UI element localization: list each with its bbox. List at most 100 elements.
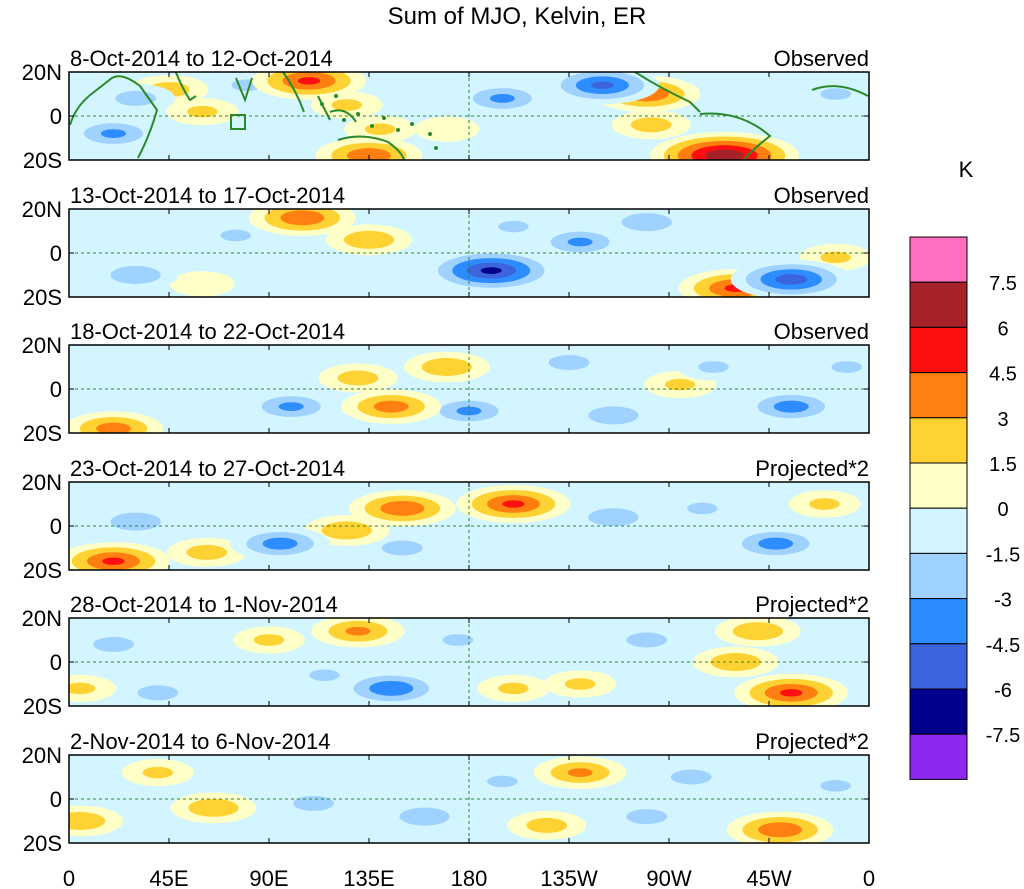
- colorbar-label: -3: [994, 590, 1012, 612]
- island: [320, 102, 324, 106]
- anomaly-blob: [544, 670, 617, 698]
- colorbar-swatch: [909, 462, 968, 509]
- anomaly-contour: [96, 422, 131, 433]
- colorbar-units-label: K: [959, 157, 974, 182]
- anomaly-blob: [244, 390, 338, 423]
- anomaly-contour: [169, 271, 235, 297]
- x-tick-label: 135W: [540, 866, 598, 889]
- anomaly-blob: [533, 225, 627, 259]
- anomaly-contour: [253, 634, 285, 646]
- anomaly-blob: [69, 674, 117, 702]
- colorbar-swatch: [909, 598, 968, 645]
- y-tick-label: 0: [50, 650, 62, 675]
- anomaly-contour: [364, 123, 396, 135]
- anomaly-contour: [820, 780, 851, 792]
- anomaly-field: [69, 348, 869, 433]
- anomaly-contour: [809, 498, 840, 510]
- panel-date-range: 13-Oct-2014 to 17-Oct-2014: [70, 183, 345, 208]
- anomaly-blob: [570, 501, 657, 533]
- anomaly-contour: [142, 766, 174, 779]
- colorbar-swatch: [909, 688, 968, 735]
- anomaly-blob: [69, 542, 171, 570]
- anomaly-contour: [487, 775, 518, 788]
- anomaly-blob: [337, 670, 445, 706]
- colorbar-label: 1.5: [989, 454, 1017, 476]
- anomaly-contour: [502, 500, 525, 508]
- anomaly-contour: [820, 88, 851, 100]
- coastline: [69, 75, 159, 159]
- anomaly-blob: [570, 400, 657, 431]
- coastline: [235, 77, 253, 103]
- x-tick-label: 90E: [249, 866, 288, 889]
- anomaly-blob: [741, 389, 842, 424]
- x-tick-label: 45W: [746, 866, 791, 889]
- panel-status: Projected*2: [755, 592, 869, 617]
- anomaly-blob: [788, 490, 861, 518]
- island: [434, 146, 438, 150]
- coastline: [634, 72, 701, 113]
- coastline: [282, 72, 357, 123]
- island: [370, 124, 374, 128]
- panel-status: Observed: [774, 46, 869, 71]
- coastline: [174, 72, 197, 102]
- anomaly-contour: [705, 149, 744, 160]
- panel-date-range: 28-Oct-2014 to 1-Nov-2014: [70, 592, 338, 617]
- anomaly-contour: [775, 274, 808, 285]
- anomaly-blob: [650, 132, 800, 160]
- anomaly-contour: [345, 626, 371, 636]
- anomaly-blob: [666, 494, 739, 522]
- anomaly-blob: [725, 526, 826, 561]
- anomaly-blob: [233, 626, 305, 654]
- anomaly-blob: [477, 674, 550, 703]
- anomaly-contour: [564, 678, 596, 690]
- y-tick-label: 20S: [23, 831, 62, 856]
- anomaly-contour: [346, 148, 392, 160]
- anomaly-blob: [466, 767, 539, 796]
- anomaly-contour: [621, 213, 672, 232]
- colorbar: 7.5 6 4.5 3 1.5 0 -1.5 -3 -4.5 -6 -7.5: [909, 236, 1020, 780]
- anomaly-blob: [607, 802, 687, 832]
- anomaly-blob: [69, 805, 124, 837]
- panel-status: Projected*2: [755, 729, 869, 754]
- anomaly-contour: [480, 267, 502, 274]
- anomaly-contour: [309, 669, 340, 681]
- anomaly-contour: [188, 798, 239, 817]
- y-tick-label: 20N: [22, 606, 62, 631]
- colorbar-swatch: [909, 236, 968, 283]
- colorbar-swatch: [909, 281, 968, 328]
- panel-date-range: 2-Nov-2014 to 6-Nov-2014: [70, 729, 330, 754]
- anomaly-contour: [591, 81, 614, 89]
- anomaly-contour: [110, 266, 161, 284]
- anomaly-contour: [93, 636, 134, 652]
- colorbar-label: -7.5: [986, 725, 1020, 747]
- anomaly-contour: [186, 544, 228, 560]
- anomaly-contour: [69, 682, 96, 695]
- anomaly-blob: [477, 213, 550, 241]
- island: [382, 116, 386, 120]
- colorbar-swatch: [909, 507, 968, 554]
- x-tick-label: 0: [63, 866, 75, 889]
- y-tick-label: 20N: [22, 333, 62, 358]
- y-tick-label: 20N: [22, 470, 62, 495]
- anomaly-blob: [730, 259, 852, 297]
- colorbar-swatch: [909, 326, 968, 374]
- anomaly-contour: [373, 400, 409, 413]
- panel-3: 20N 0 20S 18-Oct-2014 to 22-Oct-2014 Observe…: [22, 319, 870, 446]
- panel-status: Observed: [774, 319, 869, 344]
- region-box: [230, 114, 246, 130]
- y-tick-label: 0: [50, 377, 62, 402]
- anomaly-contour: [262, 537, 298, 550]
- anomaly-contour: [773, 400, 809, 413]
- panel-status: Projected*2: [755, 456, 869, 481]
- anomaly-blob: [421, 626, 494, 654]
- anomaly-blob: [611, 110, 691, 140]
- panel-date-range: 8-Oct-2014 to 12-Oct-2014: [70, 46, 333, 71]
- anomaly-contour: [369, 680, 414, 696]
- anomaly-blob: [799, 772, 869, 800]
- colorbar-swatch: [909, 417, 968, 464]
- colorbar-label: -1.5: [986, 544, 1020, 566]
- coastline: [337, 135, 405, 160]
- anomaly-blob: [318, 363, 398, 393]
- anomaly-field: [92, 209, 869, 297]
